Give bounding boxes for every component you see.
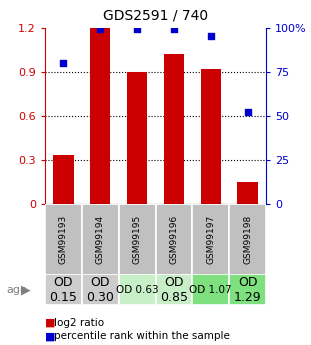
Text: log2 ratio: log2 ratio xyxy=(54,318,104,327)
Text: age: age xyxy=(6,285,27,295)
Text: OD 0.63: OD 0.63 xyxy=(116,285,158,295)
Bar xyxy=(119,204,156,276)
Bar xyxy=(192,204,229,276)
Text: OD
0.85: OD 0.85 xyxy=(160,276,188,304)
Text: GSM99196: GSM99196 xyxy=(169,215,179,264)
Bar xyxy=(90,28,110,204)
Point xyxy=(171,27,176,32)
Bar xyxy=(45,274,82,305)
Text: GSM99195: GSM99195 xyxy=(132,215,142,264)
Text: GSM99198: GSM99198 xyxy=(243,215,252,264)
Bar xyxy=(127,71,147,204)
Bar xyxy=(119,274,156,305)
Text: OD 1.07: OD 1.07 xyxy=(189,285,232,295)
Bar xyxy=(45,204,82,276)
Point xyxy=(208,34,213,39)
Bar xyxy=(237,181,258,204)
Text: GSM99193: GSM99193 xyxy=(59,215,68,264)
Bar xyxy=(201,69,221,204)
Point xyxy=(135,27,140,32)
Point xyxy=(61,60,66,66)
Text: ■: ■ xyxy=(45,318,56,327)
Text: ▶: ▶ xyxy=(21,283,30,296)
Bar xyxy=(53,155,74,204)
Bar xyxy=(229,204,266,276)
Bar xyxy=(229,274,266,305)
Bar xyxy=(82,204,119,276)
Text: GDS2591 / 740: GDS2591 / 740 xyxy=(103,9,208,23)
Bar xyxy=(192,274,229,305)
Text: OD
0.30: OD 0.30 xyxy=(86,276,114,304)
Bar xyxy=(164,54,184,204)
Bar xyxy=(156,204,192,276)
Text: OD
1.29: OD 1.29 xyxy=(234,276,261,304)
Point xyxy=(98,27,103,32)
Text: OD
0.15: OD 0.15 xyxy=(49,276,77,304)
Text: GSM99194: GSM99194 xyxy=(96,215,105,264)
Text: GSM99197: GSM99197 xyxy=(206,215,215,264)
Bar xyxy=(156,274,192,305)
Point xyxy=(245,109,250,115)
Text: percentile rank within the sample: percentile rank within the sample xyxy=(54,332,230,341)
Bar xyxy=(82,274,119,305)
Text: ■: ■ xyxy=(45,332,56,341)
